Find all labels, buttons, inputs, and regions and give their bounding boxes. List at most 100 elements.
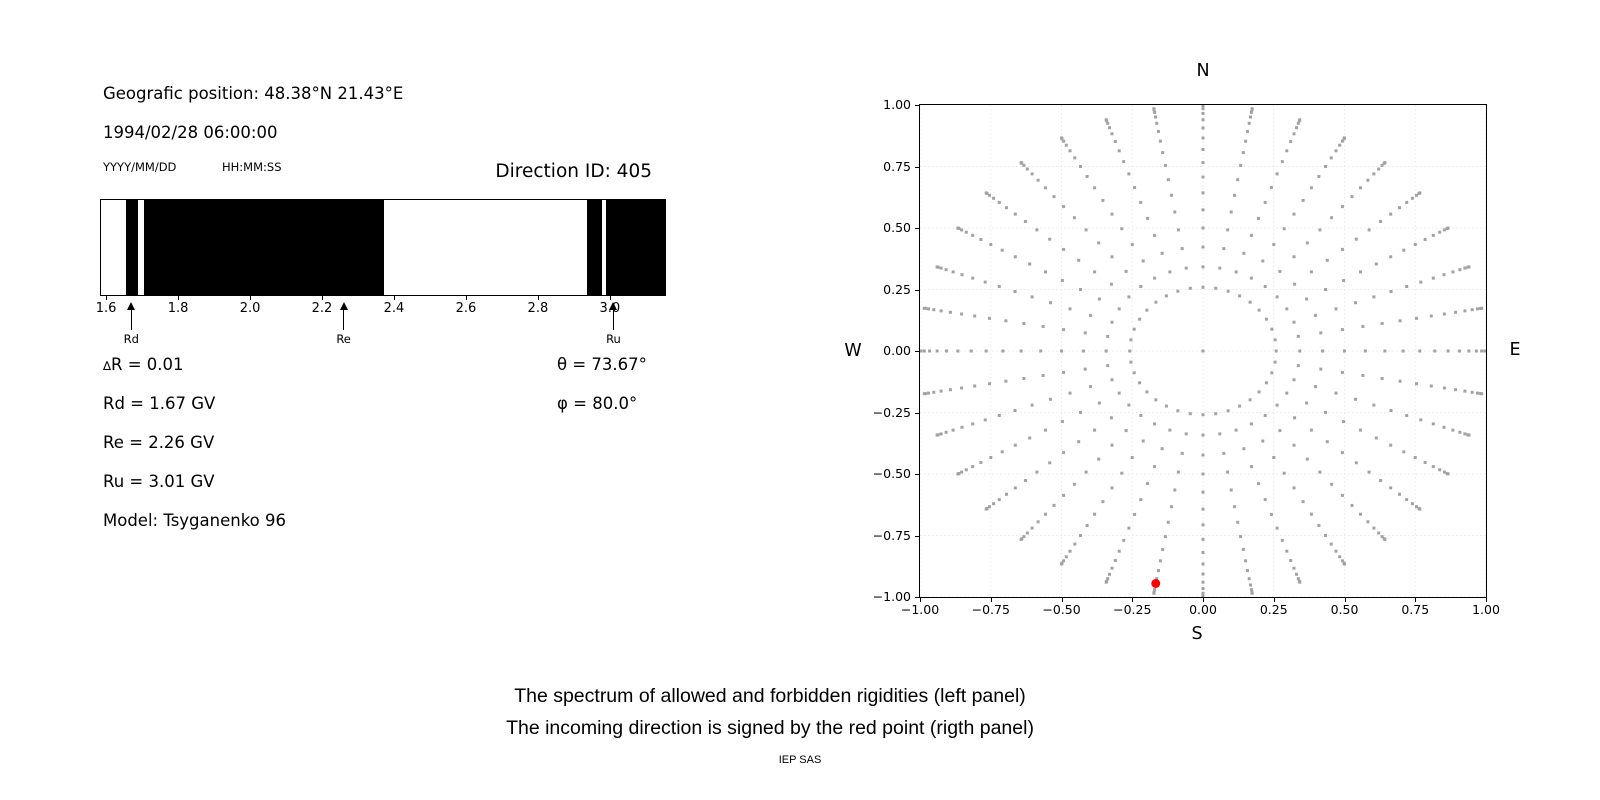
direction-grid-dot (1419, 418, 1423, 422)
direction-grid-dot (1298, 349, 1302, 353)
direction-grid-dot (1423, 461, 1427, 464)
direction-grid-dot (1139, 200, 1143, 204)
direction-grid-dot (1113, 140, 1117, 143)
direction-grid-dot (1060, 349, 1063, 353)
direction-grid-dot (1113, 559, 1117, 562)
direction-grid-dot (1060, 279, 1064, 282)
direction-grid-dot (1229, 488, 1233, 492)
direction-grid-dot (1374, 262, 1378, 266)
direction-grid-dot (1176, 409, 1180, 413)
x-axis-tick (1132, 598, 1134, 602)
direction-grid-dot (1273, 360, 1277, 364)
direction-grid-dot (960, 273, 964, 277)
direction-grid-dot (1246, 129, 1249, 133)
direction-grid-dot (988, 316, 991, 320)
direction-grid-dot (1458, 268, 1462, 272)
direction-grid-dot (1340, 205, 1344, 209)
direction-grid-dot (1176, 289, 1180, 293)
direction-grid-dot (1278, 429, 1282, 433)
direction-grid-dot (1398, 379, 1402, 383)
rigidity-spectrum-chart: 1.6 1.8 2.0 2.2 2.4 2.6 2.8 3.0 Rd Re Ru (96, 199, 666, 349)
direction-grid-dot (984, 191, 988, 195)
y-tick-label: −0.25 (872, 404, 911, 420)
direction-grid-dot (1418, 191, 1422, 195)
direction-grid-dot (1188, 286, 1192, 290)
direction-grid-dot (1022, 377, 1026, 380)
direction-grid-dot (1214, 412, 1218, 416)
direction-grid-dot (964, 468, 968, 472)
y-tick-label: −0.75 (872, 527, 911, 543)
direction-grid-dot (1431, 233, 1435, 237)
direction-grid-dot (1318, 228, 1322, 232)
direction-grid-dot (1141, 259, 1145, 263)
direction-grid-dot (1334, 307, 1338, 311)
direction-grid-dot (1325, 258, 1329, 262)
direction-grid-dot (1035, 470, 1039, 474)
direction-grid-dot (944, 430, 948, 434)
direction-grid-dot (1201, 285, 1205, 289)
compass-west-label: W (844, 341, 862, 361)
direction-grid-dot (1359, 186, 1362, 190)
direction-grid-dot (1249, 115, 1252, 119)
direction-grid-dot (1169, 505, 1173, 509)
direction-grid-dot (1285, 549, 1289, 553)
direction-grid-dot (1474, 349, 1478, 353)
direction-grid-dot (971, 422, 975, 426)
direction-grid-dot (1292, 320, 1296, 324)
direction-grid-dot (1438, 468, 1442, 472)
direction-grid-dot (1109, 282, 1113, 286)
direction-grid-dot (1127, 172, 1131, 176)
direction-grid-dot (1383, 537, 1387, 541)
direction-grid-dot (1405, 285, 1409, 288)
direction-grid-dot (1350, 195, 1354, 199)
direction-grid-dot (939, 309, 943, 313)
direction-grid-dot (1068, 307, 1072, 311)
direction-grid-dot (1122, 538, 1126, 542)
direction-grid-dot (1372, 403, 1376, 407)
direction-grid-dot (1309, 270, 1313, 274)
y-axis-tick (915, 351, 919, 352)
direction-grid-dot (1110, 486, 1114, 490)
direction-grid-dot (1463, 266, 1467, 270)
direction-id-text: Direction ID: 405 (495, 161, 652, 182)
direction-grid-dot (1289, 559, 1293, 562)
direction-grid-dot (1313, 385, 1317, 389)
spectrum-axis-tick (465, 296, 467, 300)
direction-grid-dot (1154, 115, 1157, 119)
direction-grid-dot (1250, 107, 1254, 111)
direction-grid-dot (1354, 237, 1358, 241)
direction-grid-dot (1093, 270, 1097, 274)
direction-grid-dot (1272, 456, 1276, 459)
direction-grid-dot (1097, 241, 1101, 245)
direction-grid-dot (1398, 319, 1402, 323)
direction-grid-dot (1093, 186, 1097, 190)
direction-grid-dot (1019, 537, 1023, 541)
y-axis-tick (915, 535, 919, 537)
direction-grid-dot (971, 276, 975, 280)
direction-grid-dot (1233, 193, 1237, 197)
direction-grid-dot (1120, 471, 1124, 475)
direction-grid-dot (1263, 414, 1267, 417)
direction-grid-dot (1110, 255, 1114, 259)
direction-grid-dot (1340, 328, 1344, 332)
direction-grid-dot (1101, 500, 1105, 504)
direction-grid-dot (1389, 255, 1393, 259)
direction-grid-dot (1239, 535, 1243, 539)
direction-grid-dot (1429, 314, 1433, 318)
direction-grid-dot (1264, 381, 1268, 385)
direction-grid-dot (960, 312, 964, 316)
direction-grid-dot (1292, 255, 1296, 259)
direction-grid-dot (1052, 195, 1056, 199)
direction-grid-dot (1480, 392, 1484, 396)
direction-grid-dot (1442, 386, 1446, 390)
direction-grid-dot (1359, 270, 1362, 274)
direction-grid-dot (1005, 492, 1008, 496)
direction-grid-dot (1379, 479, 1383, 482)
direction-grid-dot (1334, 391, 1338, 395)
x-tick-label: −0.50 (1042, 602, 1081, 617)
direction-grid-dot (1049, 397, 1052, 401)
direction-grid-dot (1361, 325, 1365, 328)
direction-grid-dot (988, 382, 991, 386)
direction-grid-dot (1068, 391, 1072, 395)
direction-grid-dot (1249, 588, 1253, 592)
